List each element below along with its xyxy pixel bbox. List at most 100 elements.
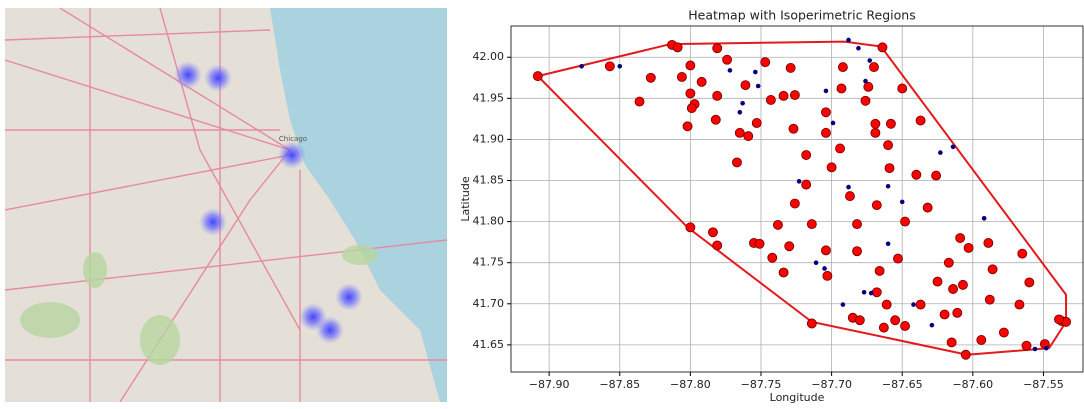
point [869,63,878,72]
point [845,192,854,201]
point [753,70,758,75]
plot-frame [511,26,1083,372]
point [853,247,862,256]
point [846,185,851,190]
map: Chicago [5,8,447,402]
point [855,316,864,325]
point [949,284,958,293]
point [824,89,829,94]
point [853,220,862,229]
point [677,72,686,81]
point [867,58,872,63]
point [879,323,888,332]
point [785,242,794,251]
point [686,89,695,98]
point [838,63,847,72]
page: Chicago Heatmap with Isoperimetric Regio… [0,0,1084,405]
point [947,338,956,347]
point [752,118,761,127]
point [882,300,891,309]
point [933,277,942,286]
point [871,119,880,128]
point [533,72,542,81]
point [911,302,916,307]
point [807,220,816,229]
point [930,323,935,328]
point [923,203,932,212]
point [605,62,614,71]
point [713,91,722,100]
point [755,239,764,248]
point [861,96,870,105]
point [872,288,881,297]
point [944,258,953,267]
point [985,295,994,304]
point [821,246,830,255]
point [953,308,962,317]
point [789,124,798,133]
point [886,119,895,128]
x-tick-label: −87.65 [882,378,923,391]
point [1025,278,1034,287]
point [761,58,770,67]
point [869,291,874,296]
point [864,82,873,91]
point [1044,346,1049,351]
point [740,101,745,106]
point [901,217,910,226]
x-tick-label: −87.85 [599,378,640,391]
point [779,268,788,277]
x-axis-label: Longitude [770,391,825,404]
point [713,241,722,250]
point [786,63,795,72]
chart-title: Heatmap with Isoperimetric Regions [688,8,916,23]
point [821,128,830,137]
x-tick-label: −87.90 [529,378,570,391]
point [635,97,644,106]
point [875,266,884,275]
point [814,260,819,265]
point [916,116,925,125]
point [686,61,695,70]
point [940,310,949,319]
y-tick-label: 41.70 [473,297,505,310]
point [863,79,868,84]
point [961,350,970,359]
point [932,171,941,180]
point [886,184,891,189]
point [790,199,799,208]
point [951,145,956,150]
point [956,234,965,243]
point [756,84,761,89]
point [841,302,846,307]
point [683,122,692,131]
hull-line [538,42,1066,355]
point [988,265,997,274]
point [999,328,1008,337]
point [728,68,733,73]
y-tick-label: 41.90 [473,132,505,145]
point [744,132,753,141]
point [836,144,845,153]
point [823,271,832,280]
point [822,266,827,271]
point [916,300,925,309]
point [766,95,775,104]
point [646,73,655,82]
point [713,44,722,53]
point [964,243,973,252]
x-tick-label: −87.60 [952,378,993,391]
y-tick-label: 41.85 [473,174,505,187]
point [779,91,788,100]
point [723,55,732,64]
x-tick-label: −87.55 [1023,378,1064,391]
point [790,91,799,100]
point [984,238,993,247]
point [893,254,902,263]
point [673,43,682,52]
y-tick-label: 41.95 [473,91,505,104]
point [862,290,867,295]
point [958,280,967,289]
y-tick-label: 41.65 [473,338,505,351]
point [1015,300,1024,309]
